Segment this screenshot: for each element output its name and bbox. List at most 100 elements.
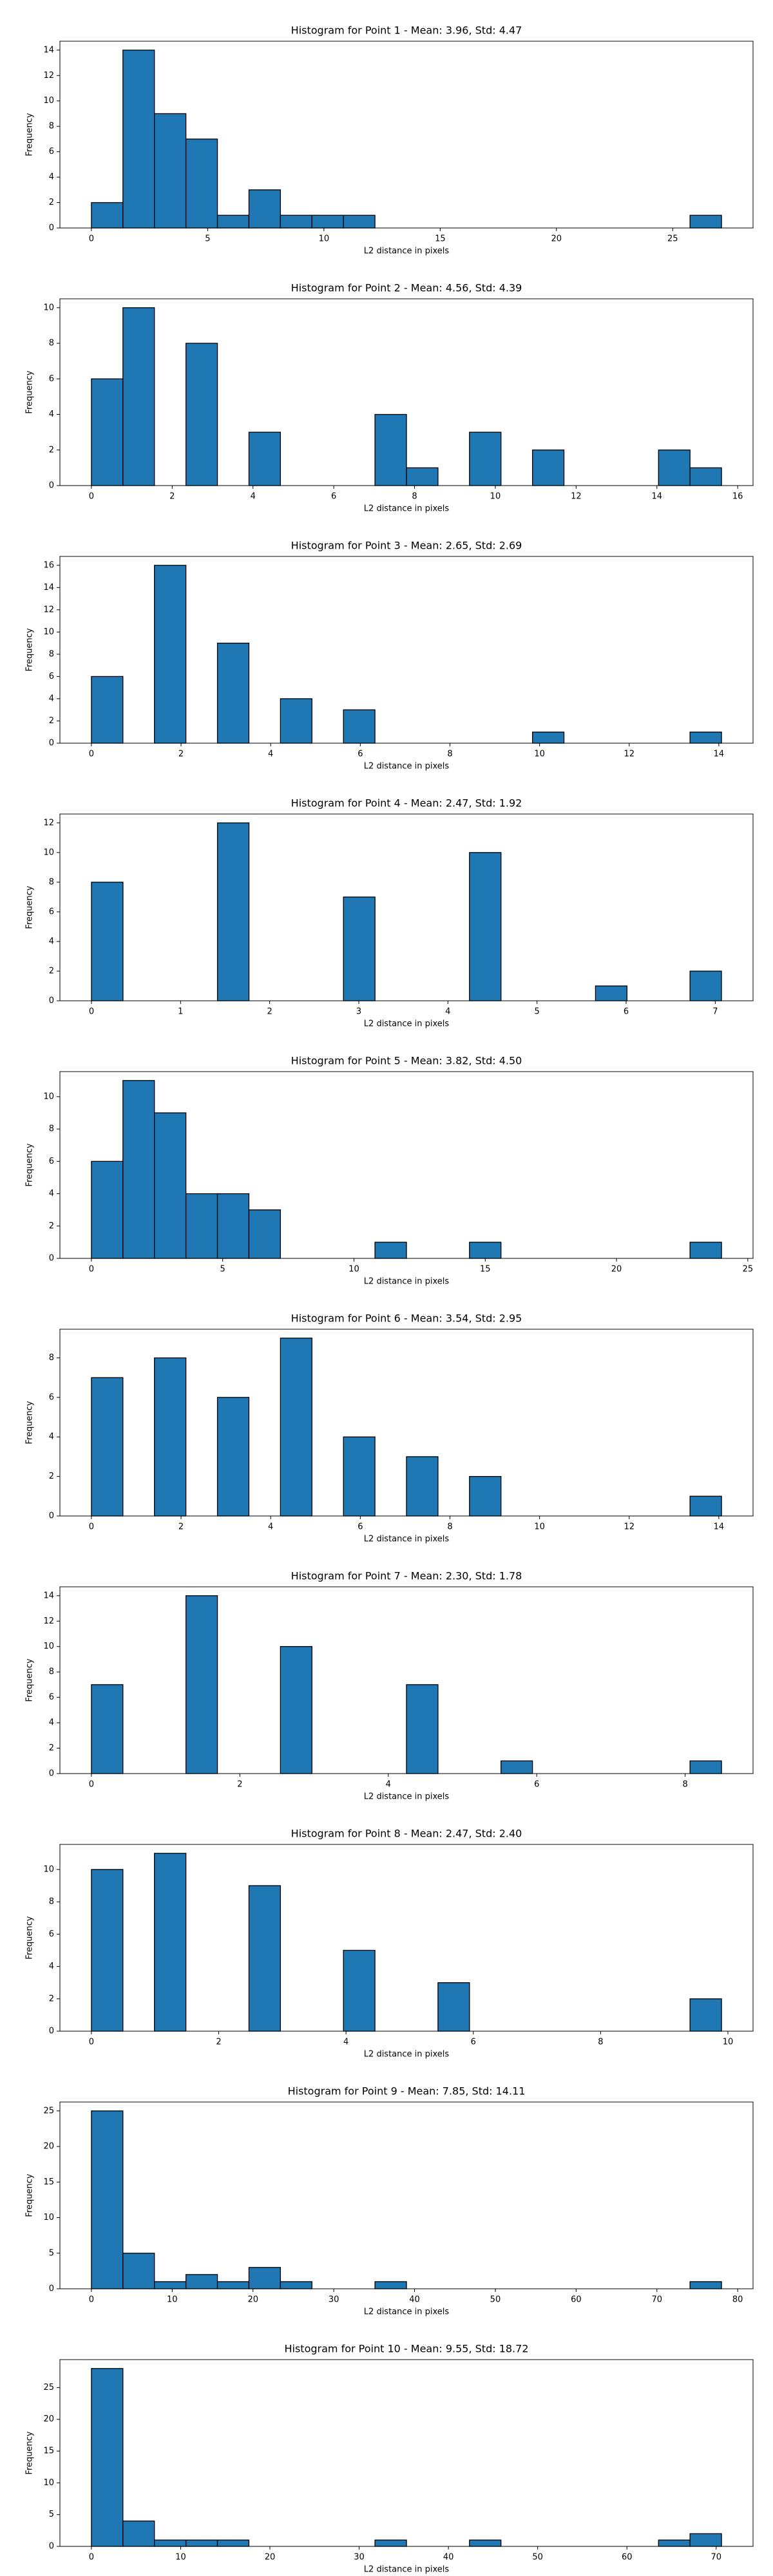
y-tick-label: 10	[43, 96, 54, 106]
subplot-title: Histogram for Point 10 - Mean: 9.55, Std…	[284, 2343, 528, 2355]
x-axis-label: L2 distance in pixels	[364, 2565, 450, 2575]
x-tick-label: 5	[220, 1265, 225, 1274]
axes-frame	[59, 813, 754, 1001]
x-tick-label: 6	[624, 1007, 629, 1017]
axes-frame	[59, 1844, 754, 2032]
bar	[311, 214, 344, 229]
x-tick-label: 0	[89, 1780, 94, 1790]
bar	[531, 732, 565, 744]
y-tick-label: 8	[49, 1353, 54, 1363]
bar	[91, 202, 124, 229]
x-tick-label: 8	[447, 1522, 452, 1532]
x-tick-label: 12	[624, 1522, 635, 1532]
y-axis-label: Frequency	[25, 886, 35, 929]
bar	[469, 431, 502, 486]
y-tick-label: 4	[49, 1962, 54, 1971]
y-tick-label: 8	[49, 1667, 54, 1677]
x-axis-label: L2 distance in pixels	[364, 1019, 450, 1029]
y-tick-label: 5	[49, 2510, 54, 2519]
x-tick-label: 4	[343, 2038, 348, 2047]
bar	[185, 343, 218, 486]
subplot-title: Histogram for Point 6 - Mean: 3.54, Std:…	[291, 1312, 522, 1325]
x-tick-label: 40	[409, 2295, 420, 2305]
y-tick-label: 6	[49, 1157, 54, 1166]
y-tick-label: 6	[49, 1929, 54, 1939]
x-tick-label: 0	[89, 2553, 94, 2562]
x-tick-label: 6	[534, 1780, 539, 1790]
y-tick-label: 10	[43, 1864, 54, 1874]
bar	[154, 2281, 187, 2289]
bar	[689, 2281, 722, 2289]
bar	[689, 1495, 722, 1517]
bar	[185, 2274, 218, 2289]
bar	[658, 2539, 691, 2547]
y-tick-label: 4	[49, 1189, 54, 1198]
bar	[406, 1684, 439, 1774]
bar	[595, 985, 628, 1001]
y-tick-label: 2	[49, 716, 54, 726]
x-tick-label: 10	[175, 2553, 186, 2562]
axes-frame	[59, 556, 754, 744]
y-tick-label: 6	[49, 147, 54, 156]
x-axis-label: L2 distance in pixels	[364, 1277, 450, 1287]
x-tick-label: 20	[265, 2553, 276, 2562]
bar	[343, 214, 376, 229]
y-tick-label: 4	[49, 936, 54, 946]
axes-frame	[59, 1071, 754, 1259]
x-tick-label: 30	[329, 2295, 339, 2305]
x-tick-label: 50	[532, 2553, 543, 2562]
bar	[374, 2281, 407, 2289]
y-tick-label: 20	[43, 2414, 54, 2424]
x-tick-label: 14	[714, 750, 725, 759]
bar	[91, 1869, 124, 2032]
y-tick-label: 2	[49, 966, 54, 976]
y-tick-label: 8	[49, 1897, 54, 1907]
x-tick-label: 40	[443, 2553, 454, 2562]
bar	[216, 642, 250, 744]
x-tick-label: 6	[331, 492, 336, 502]
y-tick-label: 5	[49, 2248, 54, 2258]
x-tick-label: 30	[354, 2553, 365, 2562]
bar	[91, 378, 124, 486]
bar	[216, 2281, 250, 2289]
x-tick-label: 25	[743, 1265, 754, 1274]
subplot-title: Histogram for Point 2 - Mean: 4.56, Std:…	[291, 282, 522, 294]
y-tick-label: 6	[49, 907, 54, 916]
y-axis-label: Frequency	[25, 1658, 35, 1701]
bar	[689, 1998, 722, 2032]
y-tick-label: 12	[43, 818, 54, 828]
x-tick-label: 10	[723, 2038, 734, 2047]
bar	[91, 2110, 124, 2289]
y-tick-label: 2	[49, 1743, 54, 1753]
bar	[406, 467, 439, 486]
y-tick-label: 10	[43, 1642, 54, 1651]
bar	[689, 2533, 722, 2547]
x-tick-label: 7	[712, 1007, 718, 1017]
bar	[343, 709, 376, 744]
y-tick-label: 0	[49, 1254, 54, 1264]
y-tick-label: 10	[43, 848, 54, 857]
axes-frame	[59, 1586, 754, 1774]
x-tick-label: 6	[358, 1522, 363, 1532]
x-tick-label: 0	[89, 2295, 94, 2305]
bar	[689, 467, 722, 486]
subplot-title: Histogram for Point 7 - Mean: 2.30, Std:…	[291, 1570, 522, 1582]
y-tick-label: 8	[49, 877, 54, 887]
y-tick-label: 0	[49, 2027, 54, 2036]
subplot-title: Histogram for Point 4 - Mean: 2.47, Std:…	[291, 797, 522, 810]
bar	[91, 1160, 124, 1259]
y-tick-label: 14	[43, 45, 54, 55]
x-tick-label: 20	[611, 1265, 622, 1274]
subplot-title: Histogram for Point 5 - Mean: 3.82, Std:…	[291, 1055, 522, 1067]
y-axis-label: Frequency	[25, 2431, 35, 2474]
bar	[689, 1242, 722, 1259]
bar	[469, 1475, 502, 1517]
y-tick-label: 0	[49, 2542, 54, 2552]
subplot: Histogram for Point 9 - Mean: 7.85, Std:…	[25, 2085, 754, 2317]
y-tick-label: 2	[49, 1994, 54, 2003]
y-tick-label: 8	[49, 122, 54, 131]
x-tick-label: 2	[237, 1780, 242, 1790]
axes-frame	[59, 298, 754, 486]
bar	[216, 2539, 250, 2547]
